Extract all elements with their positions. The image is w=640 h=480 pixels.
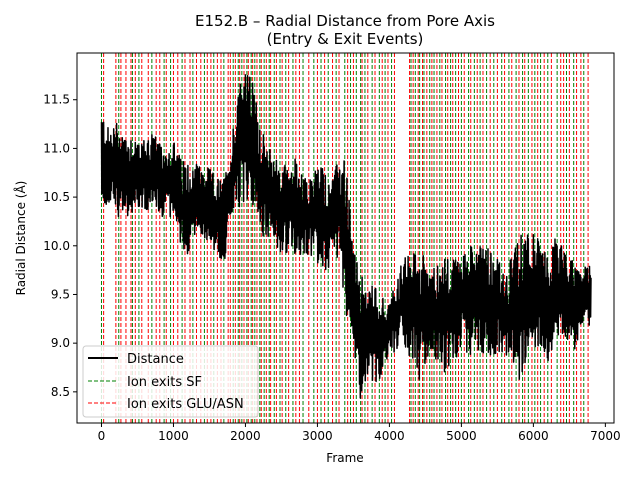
x-tick-label: 4000 <box>374 429 405 443</box>
y-tick-label: 11.5 <box>43 93 70 107</box>
y-tick-label: 9.5 <box>51 287 70 301</box>
y-tick-label: 10.0 <box>43 239 70 253</box>
x-axis-label: Frame <box>326 451 363 465</box>
x-tick-label: 3000 <box>302 429 333 443</box>
chart-title: E152.B – Radial Distance from Pore Axis <box>195 12 495 30</box>
y-axis: 8.5 9.0 9.5 10.0 10.5 11.0 11.5 <box>43 93 77 399</box>
plot-frame <box>76 52 615 424</box>
distance-series-layer <box>100 74 592 399</box>
legend-label-ion-exits-sf: Ion exits SF <box>127 375 202 390</box>
x-tick-label: 2000 <box>230 429 261 443</box>
legend: Distance Ion exits SF Ion exits GLU/ASN <box>82 345 259 418</box>
y-axis-label: Radial Distance (Å) <box>13 181 28 296</box>
y-tick-label: 9.0 <box>51 336 70 350</box>
x-axis: 0 1000 2000 3000 4000 5000 6000 7000 <box>98 423 621 443</box>
y-tick-label: 11.0 <box>43 141 70 155</box>
distance-series-line <box>100 74 592 399</box>
legend-box <box>82 345 259 418</box>
legend-label-ion-exits-glu-asn: Ion exits GLU/ASN <box>127 397 244 412</box>
legend-label-distance: Distance <box>127 352 184 367</box>
x-tick-label: 1000 <box>158 429 189 443</box>
y-tick-label: 8.5 <box>51 385 70 399</box>
x-tick-label: 6000 <box>518 429 549 443</box>
chart-subtitle: (Entry & Exit Events) <box>267 30 424 48</box>
x-tick-label: 5000 <box>446 429 477 443</box>
x-tick-label: 0 <box>98 429 106 443</box>
y-tick-label: 10.5 <box>43 190 70 204</box>
x-tick-label: 7000 <box>590 429 621 443</box>
